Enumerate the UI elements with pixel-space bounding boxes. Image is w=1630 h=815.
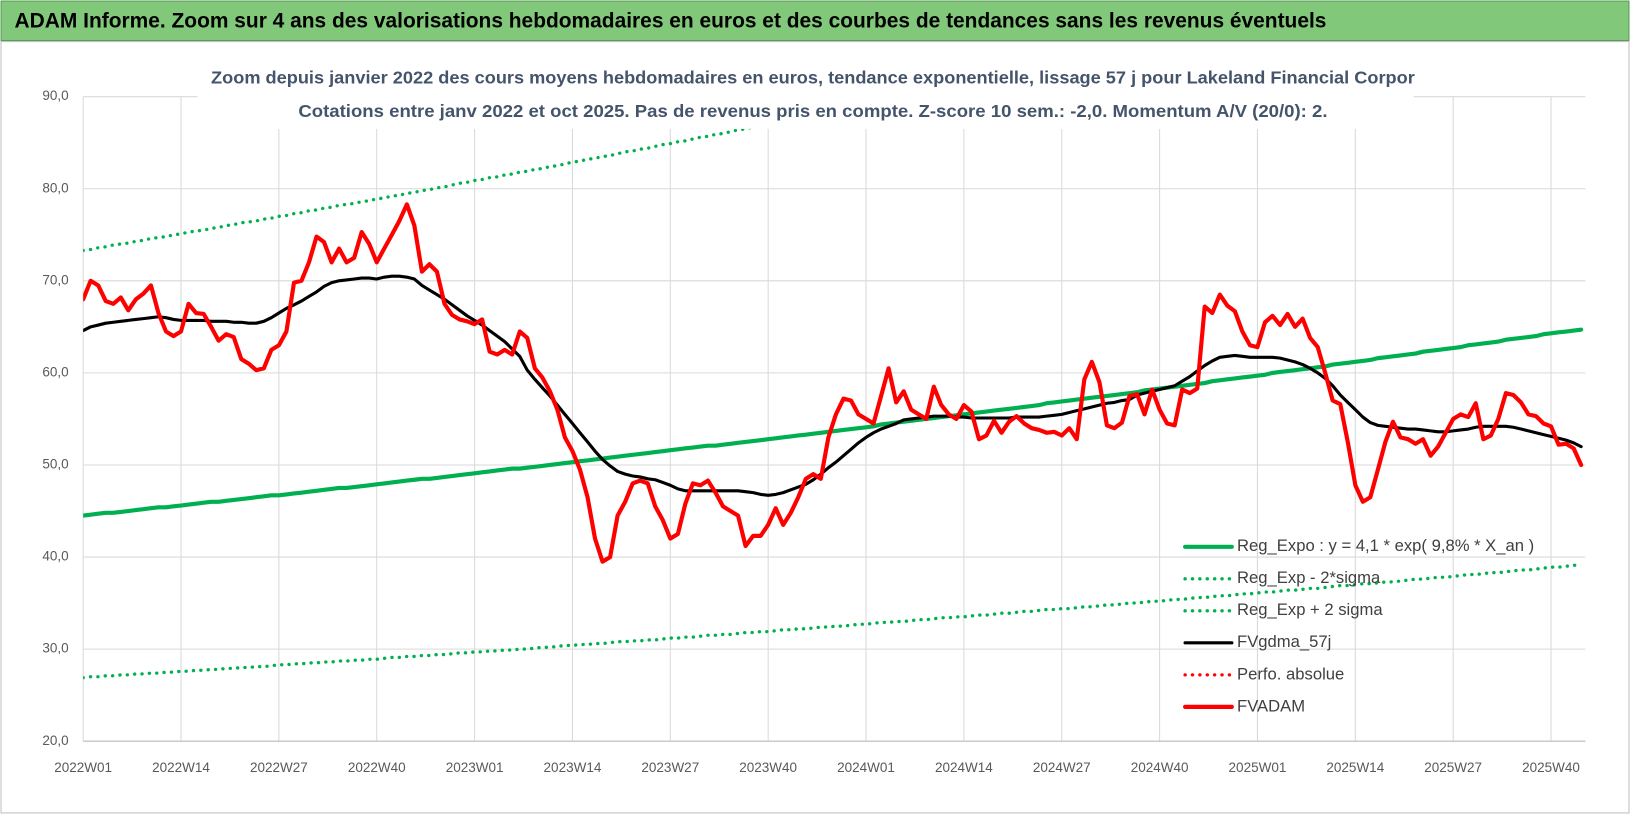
header-banner <box>0 0 1630 42</box>
grid: 20,0 30,0 40,0 50,0 60,0 70,0 80,0 90,0 2022W01 2… <box>42 88 1586 775</box>
legend-label: Reg_Expo : y = 4,1 * exp( 9,8% * X_an ) <box>1237 536 1534 555</box>
x-tick-label: 2023W14 <box>544 760 602 775</box>
y-tick-label: 40,0 <box>42 549 68 564</box>
x-tick-label: 2022W01 <box>54 760 112 775</box>
legend-label: FVgdma_57j <box>1237 632 1331 651</box>
series-line <box>83 563 1583 680</box>
x-tick-label: 2024W14 <box>935 760 993 775</box>
y-tick-label: 80,0 <box>42 180 68 195</box>
series-line <box>83 202 1584 564</box>
x-tick-label: 2022W14 <box>152 760 210 775</box>
legend-label: Perfo. absolue <box>1237 664 1344 683</box>
x-tick-label: 2023W27 <box>641 760 699 775</box>
chart-title: Zoom depuis janvier 2022 des cours moyen… <box>211 68 1415 88</box>
x-tick-label: 2025W01 <box>1229 760 1287 775</box>
x-tick-label: 2023W40 <box>739 760 797 775</box>
y-tick-label: 60,0 <box>42 364 68 379</box>
y-tick-label: 90,0 <box>42 88 68 103</box>
x-tick-label: 2022W27 <box>250 760 308 775</box>
overlay: Zoom depuis janvier 2022 des cours moyen… <box>197 60 1415 129</box>
x-tick-label: 2025W14 <box>1326 760 1384 775</box>
x-tick-label: 2024W01 <box>837 760 895 775</box>
title-box <box>197 60 1414 129</box>
series-line <box>83 274 1583 497</box>
y-tick-label: 50,0 <box>42 457 68 472</box>
x-tick-label: 2025W40 <box>1522 760 1580 775</box>
legend: Reg_Expo : y = 4,1 * exp( 9,8% * X_an ) R… <box>1182 536 1534 715</box>
legend-label: Reg_Exp + 2 sigma <box>1237 600 1383 619</box>
x-tick-label: 2024W40 <box>1131 760 1189 775</box>
chart-frame <box>0 41 1630 814</box>
x-tick-label: 2022W40 <box>348 760 406 775</box>
x-tick-label: 2025W27 <box>1424 760 1482 775</box>
y-tick-label: 30,0 <box>42 641 68 656</box>
y-tick-label: 70,0 <box>42 272 68 287</box>
y-tick-label: 20,0 <box>42 733 68 748</box>
chart-subtitle: Cotations entre janv 2022 et oct 2025. P… <box>298 101 1327 121</box>
header-title: ADAM Informe. Zoom sur 4 ans des valoris… <box>15 9 1327 32</box>
x-tick-label: 2024W27 <box>1033 760 1091 775</box>
legend-label: Reg_Exp - 2*sigma <box>1237 568 1381 587</box>
x-tick-label: 2023W01 <box>446 760 504 775</box>
plot-lines <box>83 96 1584 680</box>
legend-label: FVADAM <box>1237 696 1305 715</box>
